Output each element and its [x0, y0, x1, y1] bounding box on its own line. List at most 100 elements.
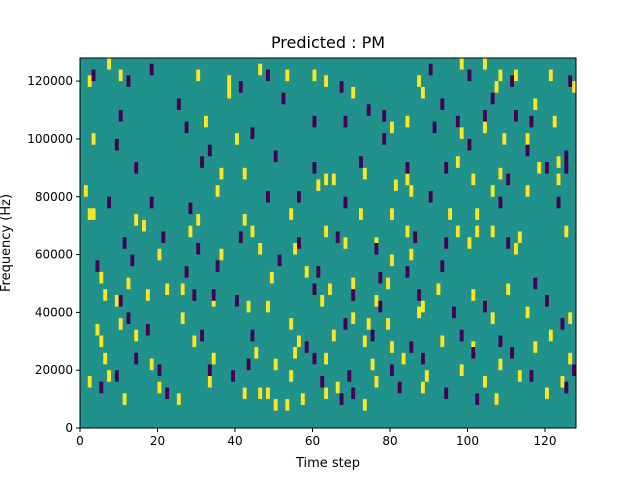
heatmap-cell-low: [134, 352, 139, 365]
heatmap-cell-low: [413, 231, 418, 243]
x-tick-label: 20: [150, 434, 165, 448]
heatmap-cell-low: [351, 387, 356, 400]
heatmap-cell-high: [328, 283, 332, 296]
heatmap-cell-high: [246, 300, 251, 313]
heatmap-cell-low: [432, 121, 437, 134]
heatmap-cell-low: [444, 237, 449, 249]
heatmap-cell-high: [87, 208, 92, 220]
heatmap-cell-high: [157, 381, 162, 394]
heatmap-cell-low: [366, 104, 371, 116]
heatmap-cell-high: [475, 208, 480, 220]
heatmap-cell-low: [312, 352, 317, 365]
heatmap-cell-high: [483, 58, 487, 70]
heatmap-cell-high: [242, 387, 247, 400]
heatmap-cell-low: [184, 121, 189, 134]
heatmap-cell-high: [436, 283, 441, 296]
heatmap-cell-low: [370, 329, 375, 342]
heatmap-cell-low: [471, 347, 476, 359]
heatmap-cell-high: [134, 329, 139, 342]
heatmap-cell-high: [471, 289, 476, 301]
heatmap-cell-high: [235, 133, 239, 145]
heatmap-cell-low: [184, 266, 189, 278]
heatmap-cell-low: [545, 295, 549, 307]
heatmap-cell-low: [231, 370, 236, 382]
heatmap-cell-high: [250, 225, 255, 238]
heatmap-cell-low: [382, 133, 387, 145]
heatmap-cell-high: [273, 399, 278, 411]
heatmap-cell-high: [374, 375, 379, 388]
heatmap-cell-low: [130, 254, 135, 267]
heatmap-cell-low: [165, 387, 170, 400]
heatmap-cell-high: [103, 289, 108, 301]
heatmap-cell-low: [498, 196, 503, 209]
heatmap-cell-high: [370, 358, 375, 371]
heatmap-cell-high: [331, 329, 336, 342]
heatmap-cell-low: [95, 260, 100, 272]
heatmap-cell-high: [455, 225, 460, 238]
heatmap-cell-high: [514, 69, 518, 82]
heatmap-cell-low: [297, 237, 301, 249]
heatmap-cell-low: [266, 190, 270, 203]
heatmap-cells: [83, 58, 577, 411]
heatmap-cell-high: [289, 370, 294, 382]
heatmap-cell-high: [455, 156, 460, 168]
heatmap-cell-high: [494, 393, 499, 405]
heatmap-cell-high: [324, 387, 329, 400]
heatmap-cell-high: [421, 300, 425, 313]
heatmap-cell-high: [568, 352, 573, 365]
heatmap-cell-low: [483, 110, 487, 122]
heatmap-cell-high: [351, 86, 356, 99]
heatmap-cell-low: [118, 295, 123, 307]
heatmap-cell-high: [498, 69, 503, 82]
heatmap-cell-high: [145, 289, 150, 301]
y-axis-label: Frequency (Hz): [0, 194, 14, 292]
heatmap-cell-high: [103, 352, 108, 365]
heatmap-cell-low: [91, 69, 96, 82]
heatmap-cell-high: [548, 69, 553, 82]
x-tick-label: 120: [534, 434, 557, 448]
heatmap-cell-high: [254, 347, 259, 359]
heatmap-cell-low: [149, 63, 154, 76]
heatmap-cell-high: [324, 75, 329, 87]
heatmap-cell-high: [362, 399, 367, 411]
heatmap-cell-high: [293, 243, 298, 255]
heatmap-cell-high: [517, 231, 522, 243]
heatmap-cell-low: [250, 127, 255, 139]
heatmap-cell-low: [572, 364, 577, 376]
heatmap-cell-high: [548, 329, 553, 342]
heatmap-cell-high: [324, 352, 329, 365]
heatmap-cell-low: [335, 231, 340, 243]
heatmap-cell-high: [552, 115, 557, 128]
heatmap-cell-low: [347, 370, 352, 382]
heatmap-cell-low: [297, 190, 301, 203]
heatmap-cell-low: [351, 289, 356, 301]
heatmap-cell-high: [459, 364, 464, 376]
heatmap-cell-high: [545, 387, 549, 400]
heatmap-cell-high: [165, 283, 170, 296]
x-axis-label: Time step: [295, 456, 360, 471]
heatmap-cell-high: [390, 341, 394, 353]
heatmap-cell-high: [266, 300, 270, 313]
heatmap-cell-high: [483, 121, 487, 134]
heatmap-cell-low: [250, 329, 255, 342]
heatmap-cell-low: [510, 347, 515, 359]
heatmap-cell-high: [196, 214, 201, 226]
heatmap-cell-high: [502, 133, 507, 145]
heatmap-cell-high: [335, 381, 340, 394]
heatmap-cell-low: [564, 381, 569, 394]
heatmap-cell-high: [83, 185, 88, 197]
heatmap-cell-high: [517, 370, 522, 382]
heatmap-cell-high: [498, 358, 503, 371]
heatmap-cell-low: [238, 231, 243, 243]
heatmap-cell-low: [382, 110, 387, 122]
heatmap-cell-high: [390, 254, 394, 267]
heatmap-cell-high: [494, 81, 499, 93]
y-tick-label: 100000: [27, 132, 73, 146]
heatmap-cell-high: [362, 167, 367, 180]
heatmap-cell-low: [444, 162, 449, 174]
heatmap-cell-low: [176, 98, 181, 111]
y-tick-label: 80000: [35, 190, 73, 204]
x-axis-ticks: 0 20 40 60 80 100 120: [76, 428, 556, 448]
heatmap-cell-low: [374, 243, 379, 255]
heatmap-cell-low: [417, 289, 422, 301]
